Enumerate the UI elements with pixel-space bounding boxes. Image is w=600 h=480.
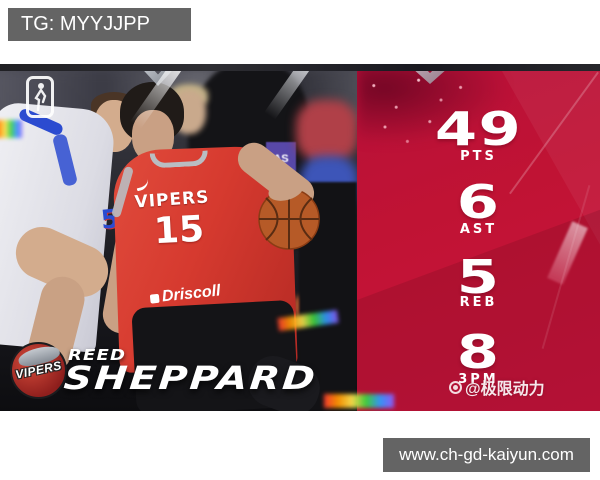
tg-watermark-box: TG: MYYJJPP	[8, 8, 191, 41]
stat-assists-value: 6	[456, 175, 501, 229]
basketball	[258, 188, 320, 250]
tg-watermark-label: TG: MYYJJPP	[21, 13, 150, 35]
stat-graphic: AS 50 VIPERS 15	[0, 64, 600, 411]
blurred-fan-red	[296, 100, 357, 162]
stat-threes-label: 3PM	[458, 372, 499, 387]
watermark-icon	[449, 380, 462, 394]
stat-points-label: PTS	[460, 149, 497, 164]
sponsor-logo-icon	[149, 293, 160, 304]
g-league-logo	[26, 76, 54, 118]
stat-rebounds-value: 5	[456, 250, 501, 304]
jersey-number: 15	[152, 208, 206, 253]
player-first-name: REED	[68, 346, 127, 364]
watermark-text: @极限动力	[465, 381, 545, 398]
stat-assists-label: AST	[459, 222, 498, 237]
stats-panel: 49 PTS 6 AST 5 REB 8 3PM @极限动力	[357, 64, 600, 411]
prism-flare	[0, 120, 22, 138]
game-photo: AS 50 VIPERS 15	[0, 64, 357, 411]
url-watermark-label: www.ch-gd-kaiyun.com	[399, 445, 574, 464]
weibo-watermark: @极限动力	[449, 375, 545, 399]
stat-rebounds-label: REB	[459, 295, 498, 310]
vipers-team-logo: VIPERS	[10, 342, 67, 399]
stat-points-value: 49	[434, 102, 523, 156]
stat-threes-value: 8	[456, 325, 501, 379]
rainbow-flare	[324, 394, 394, 408]
player-last-name: SHEPPARD	[62, 359, 319, 397]
photo-top-strip	[0, 64, 600, 71]
url-watermark-box: www.ch-gd-kaiyun.com	[383, 438, 590, 472]
